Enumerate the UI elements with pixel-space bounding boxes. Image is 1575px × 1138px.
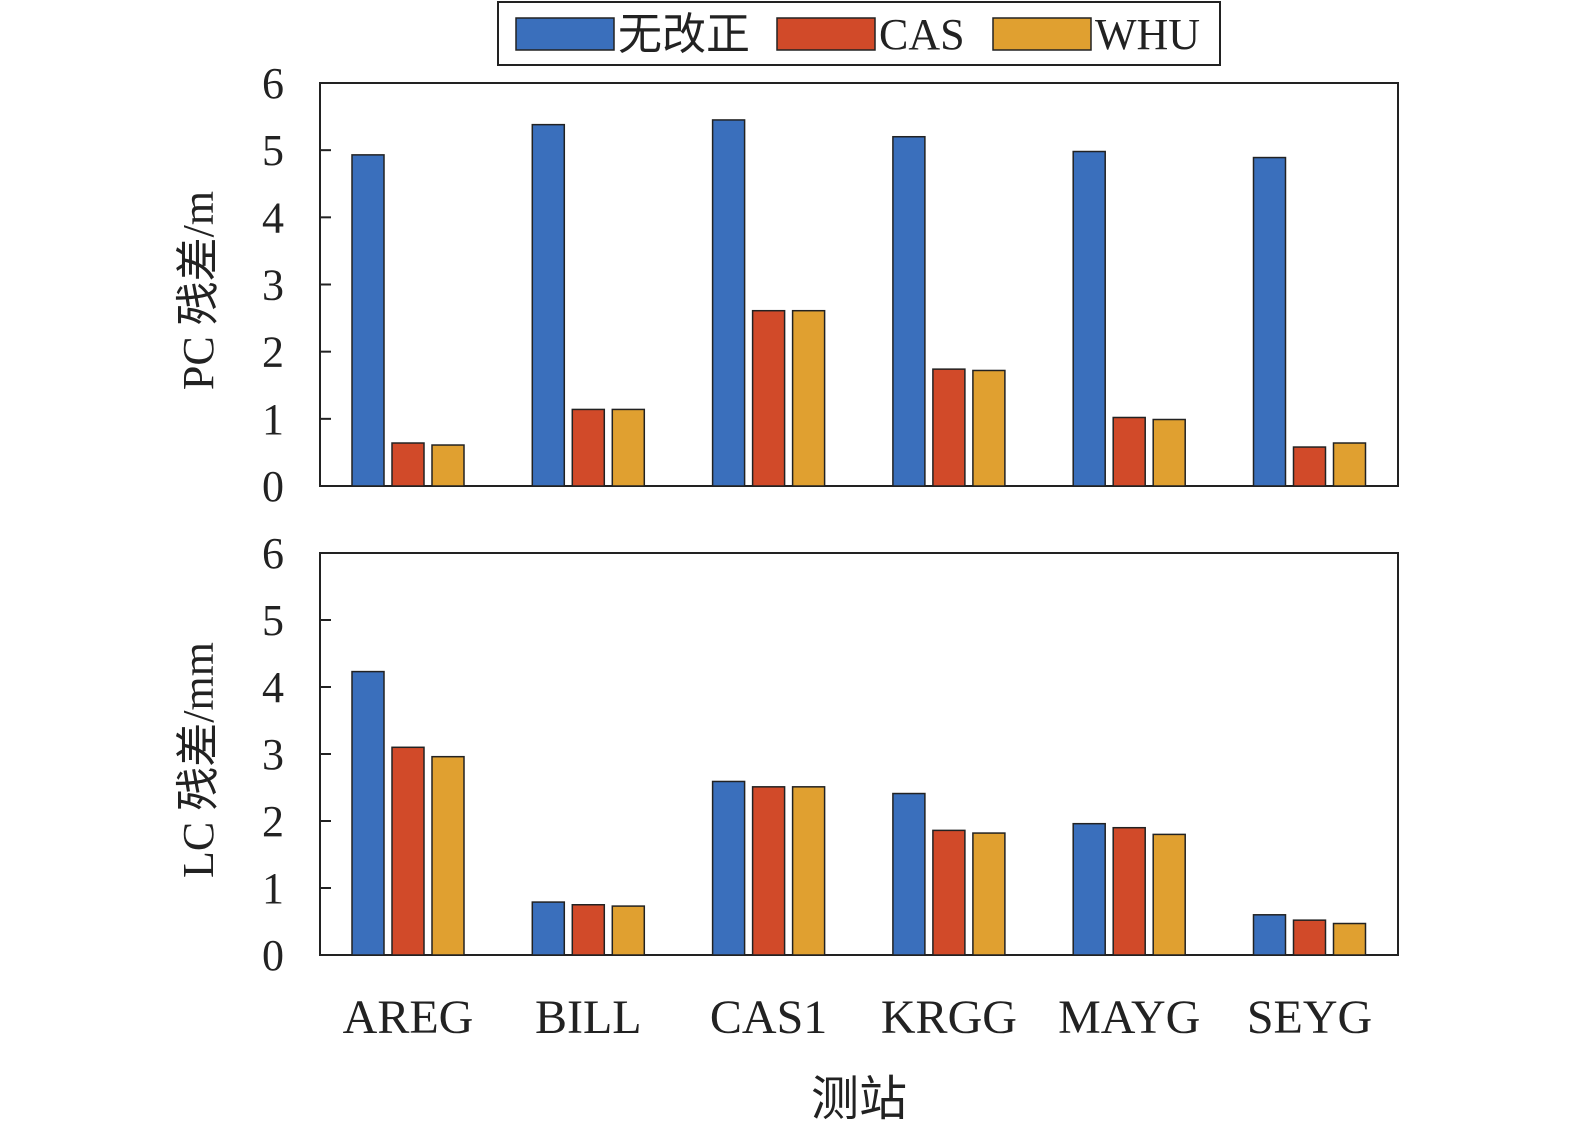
bar-mayg-series-2 <box>1112 416 1146 487</box>
x-tick-label: BILL <box>535 991 642 1044</box>
bar-areg-series-1 <box>351 154 385 487</box>
y-tick-label: 4 <box>262 193 284 242</box>
bar-areg-series-3 <box>431 755 465 956</box>
y-tick-label: 3 <box>262 261 284 310</box>
x-tick-label: KRGG <box>881 991 1017 1044</box>
y-tick-label: 1 <box>262 864 284 913</box>
bar-krgg-series-2 <box>932 368 966 487</box>
bar-seyg-series-2 <box>1292 446 1327 487</box>
bar-seyg-series-3 <box>1332 442 1367 487</box>
x-tick-label: CAS1 <box>710 991 827 1044</box>
y-tick-label: 0 <box>262 931 284 980</box>
bar-seyg-series-2 <box>1292 919 1327 956</box>
bar-bill-series-1 <box>531 901 566 956</box>
chart-panel-2: 0 1 2 3 4 5 6 LC 残差/mm AREG BILL CAS1 KRGG MAYG SEYG 测… <box>174 529 1399 1126</box>
legend: 无改正 CAS WHU <box>497 1 1221 66</box>
bar-areg-series-2 <box>391 746 425 956</box>
bar-krgg-series-2 <box>932 829 966 956</box>
legend-label-3: WHU <box>1095 10 1200 59</box>
bar-cas1-series-3 <box>791 786 826 956</box>
bar-cas1-series-1 <box>711 780 746 956</box>
bar-cas1-series-2 <box>751 786 786 956</box>
bar-cas1-series-3 <box>791 309 826 487</box>
bar-bill-series-3 <box>611 408 646 487</box>
bar-cas1-series-1 <box>711 119 746 487</box>
bar-bill-series-1 <box>531 123 566 487</box>
x-tick-label: MAYG <box>1058 991 1200 1044</box>
bar-cas1-series-2 <box>751 309 786 487</box>
bar-areg-series-3 <box>431 444 465 487</box>
bar-seyg-series-1 <box>1252 914 1287 956</box>
y-tick-label: 6 <box>262 529 284 578</box>
y-tick-label: 4 <box>262 663 284 712</box>
x-axis-label: 测站 <box>811 1073 907 1126</box>
y-tick-label: 0 <box>262 462 284 511</box>
plot-frame <box>319 552 1399 956</box>
bar-seyg-series-1 <box>1252 156 1287 487</box>
chart-panel-1: 0 1 2 3 4 5 6 PC 残差/m <box>174 59 1399 511</box>
bar-areg-series-1 <box>351 670 385 956</box>
y-tick-label: 1 <box>262 395 284 444</box>
bar-seyg-series-3 <box>1332 922 1367 956</box>
y-tick-label: 2 <box>262 797 284 846</box>
x-tick-label: SEYG <box>1247 991 1372 1044</box>
bar-bill-series-2 <box>571 408 606 487</box>
legend-label-1: 无改正 <box>618 10 750 59</box>
legend-swatch-2 <box>776 17 876 51</box>
legend-label-2: CAS <box>879 10 965 59</box>
x-tick-label: AREG <box>343 991 474 1044</box>
bar-krgg-series-3 <box>972 832 1006 956</box>
y-tick-label: 5 <box>262 596 284 645</box>
bar-mayg-series-1 <box>1072 150 1106 487</box>
bar-areg-series-2 <box>391 442 425 487</box>
bar-mayg-series-1 <box>1072 822 1106 956</box>
bar-bill-series-3 <box>611 905 646 956</box>
plot-frame <box>319 82 1399 487</box>
y-tick-label: 2 <box>262 328 284 377</box>
bar-bill-series-2 <box>571 904 606 956</box>
bar-mayg-series-3 <box>1152 833 1186 956</box>
y-tick-label: 6 <box>262 59 284 108</box>
bar-krgg-series-3 <box>972 369 1006 487</box>
legend-swatch-1 <box>515 17 615 51</box>
y-tick-label: 5 <box>262 126 284 175</box>
bar-krgg-series-1 <box>892 792 926 956</box>
y-axis-label: PC 残差/m <box>174 191 223 390</box>
bar-mayg-series-2 <box>1112 826 1146 956</box>
y-tick-label: 3 <box>262 730 284 779</box>
legend-swatch-3 <box>992 17 1092 51</box>
bar-mayg-series-3 <box>1152 418 1186 487</box>
y-axis-label: LC 残差/mm <box>174 642 223 878</box>
bar-krgg-series-1 <box>892 135 926 487</box>
